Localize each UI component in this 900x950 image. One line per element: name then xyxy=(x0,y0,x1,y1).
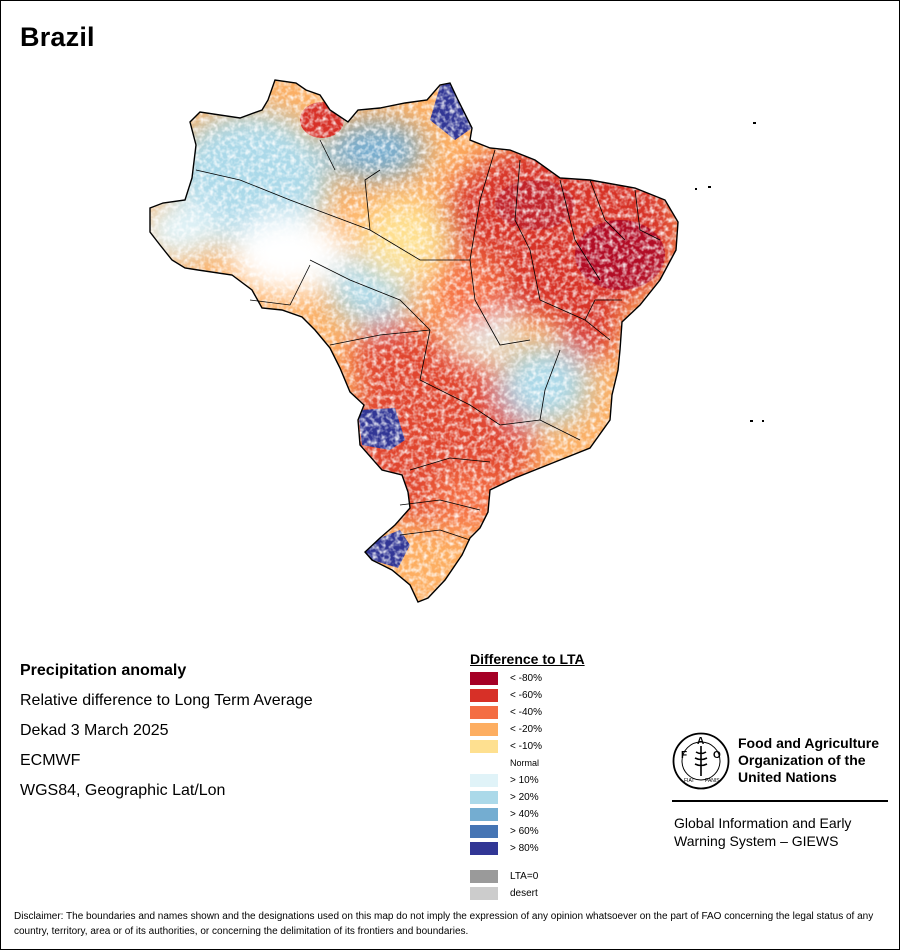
legend-swatch xyxy=(470,688,498,702)
divider xyxy=(672,800,888,802)
legend-label: > 40% xyxy=(510,808,539,820)
svg-text:O: O xyxy=(713,750,721,761)
legend-item: > 60% xyxy=(470,824,539,838)
fao-logo-icon: F A O FIAT PANIS xyxy=(672,732,730,790)
legend-label: < -60% xyxy=(510,689,542,701)
legend-label: < -40% xyxy=(510,706,542,718)
fao-branding: F A O FIAT PANIS Food and Agriculture Or… xyxy=(672,732,888,852)
legend-item: < -80% xyxy=(470,671,542,685)
legend-label: LTA=0 xyxy=(510,870,539,882)
legend-swatch xyxy=(470,790,498,804)
legend-label: > 60% xyxy=(510,825,539,837)
map-info: Precipitation anomaly Relative differenc… xyxy=(20,656,313,806)
map-title: Brazil xyxy=(20,22,95,52)
info-line: WGS84, Geographic Lat/Lon xyxy=(20,782,226,799)
info-line: ECMWF xyxy=(20,752,81,769)
disclaimer: Disclaimer: The boundaries and names sho… xyxy=(14,911,874,937)
legend-item: < -20% xyxy=(470,722,542,736)
legend-swatch xyxy=(470,869,498,883)
legend-swatch xyxy=(470,671,498,685)
legend-swatch xyxy=(470,739,498,753)
legend-label: < -10% xyxy=(510,740,542,752)
islands xyxy=(695,122,764,422)
brazil-map xyxy=(149,79,764,603)
legend-swatch xyxy=(470,807,498,821)
legend-swatch xyxy=(470,824,498,838)
system-name: Global Information and Early Warning Sys… xyxy=(674,815,852,849)
legend-item: > 10% xyxy=(470,773,539,787)
legend-item: < -10% xyxy=(470,739,542,753)
legend-swatch xyxy=(470,756,498,770)
legend-swatch xyxy=(470,722,498,736)
legend-label: < -80% xyxy=(510,672,542,684)
legend-label: > 80% xyxy=(510,842,539,854)
legend-swatch xyxy=(470,705,498,719)
legend-item: > 40% xyxy=(470,807,539,821)
org-name: Food and Agriculture Organization of the… xyxy=(738,735,880,785)
state-boundaries xyxy=(195,139,661,541)
info-line: Relative difference to Long Term Average xyxy=(20,692,313,709)
legend-item: > 20% xyxy=(470,790,539,804)
legend: Difference to LTA < -80% < -60% < -40% <… xyxy=(470,651,670,901)
legend-label: desert xyxy=(510,887,538,899)
svg-text:A: A xyxy=(697,736,704,747)
info-line: Dekad 3 March 2025 xyxy=(20,722,169,739)
legend-swatch xyxy=(470,841,498,855)
legend-label: Normal xyxy=(510,758,540,768)
svg-text:FIAT: FIAT xyxy=(684,778,694,784)
svg-text:F: F xyxy=(681,750,687,761)
legend-swatch xyxy=(470,773,498,787)
legend-item: Normal xyxy=(470,756,539,770)
svg-text:PANIS: PANIS xyxy=(705,778,720,784)
legend-item: < -40% xyxy=(470,705,542,719)
info-heading: Precipitation anomaly xyxy=(20,662,187,679)
legend-item: < -60% xyxy=(470,688,542,702)
legend-item: > 80% xyxy=(470,841,539,855)
legend-item: LTA=0 xyxy=(470,869,538,883)
legend-label: > 10% xyxy=(510,774,539,786)
legend-title: Difference to LTA xyxy=(470,651,585,667)
legend-label: < -20% xyxy=(510,723,542,735)
legend-label: > 20% xyxy=(510,791,539,803)
legend-item: desert xyxy=(470,886,538,900)
legend-swatch xyxy=(470,886,498,900)
